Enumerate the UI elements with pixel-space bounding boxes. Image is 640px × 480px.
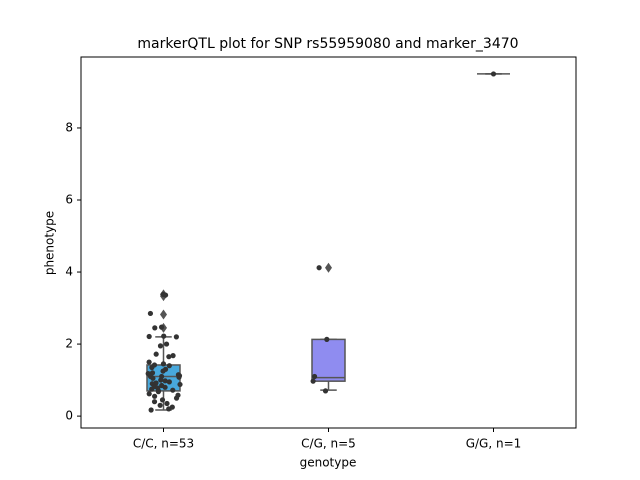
point xyxy=(166,379,172,385)
point xyxy=(170,387,176,393)
y-tick-label: 8 xyxy=(65,120,73,134)
point xyxy=(149,364,155,371)
chart-title: markerQTL plot for SNP rs55959080 and ma… xyxy=(137,36,518,52)
point xyxy=(152,325,158,331)
point xyxy=(157,402,163,408)
point xyxy=(176,374,182,380)
y-tick-label: 6 xyxy=(65,192,73,206)
x-tick-label: G/G, n=1 xyxy=(466,437,522,451)
point xyxy=(148,407,154,413)
plot-frame xyxy=(80,56,577,429)
point xyxy=(149,386,155,392)
point xyxy=(160,368,166,374)
point xyxy=(316,265,322,271)
y-axis-label: phenotype xyxy=(43,211,57,275)
point xyxy=(173,334,179,340)
point xyxy=(159,397,166,403)
point xyxy=(173,395,180,401)
x-axis-label: genotype xyxy=(300,456,357,470)
point xyxy=(310,378,316,384)
point xyxy=(162,378,168,384)
point xyxy=(160,361,167,367)
point xyxy=(151,399,158,405)
point xyxy=(322,388,329,394)
point xyxy=(153,351,159,357)
point xyxy=(177,381,183,388)
point xyxy=(147,310,154,317)
point xyxy=(166,363,172,369)
flier xyxy=(325,262,332,273)
point xyxy=(324,336,330,342)
x-tick-label: C/C, n=53 xyxy=(133,437,194,451)
flier xyxy=(160,309,167,320)
y-tick-label: 4 xyxy=(65,265,73,279)
point xyxy=(152,393,158,399)
point xyxy=(490,71,497,77)
point xyxy=(146,333,152,340)
y-tick-label: 0 xyxy=(65,409,73,423)
point xyxy=(166,354,172,360)
point xyxy=(157,343,164,349)
point xyxy=(161,333,167,339)
x-tick-label: C/G, n=5 xyxy=(301,437,356,451)
point xyxy=(162,292,169,298)
point xyxy=(158,377,164,383)
point xyxy=(164,400,170,407)
point xyxy=(163,341,170,347)
point xyxy=(311,373,318,380)
point xyxy=(166,406,172,412)
point xyxy=(158,324,165,330)
point xyxy=(170,353,176,359)
box xyxy=(311,338,346,382)
point xyxy=(146,359,152,365)
point xyxy=(155,389,162,395)
y-tick-label: 2 xyxy=(65,337,73,351)
point xyxy=(162,384,168,390)
point xyxy=(150,375,156,381)
point xyxy=(146,391,152,397)
